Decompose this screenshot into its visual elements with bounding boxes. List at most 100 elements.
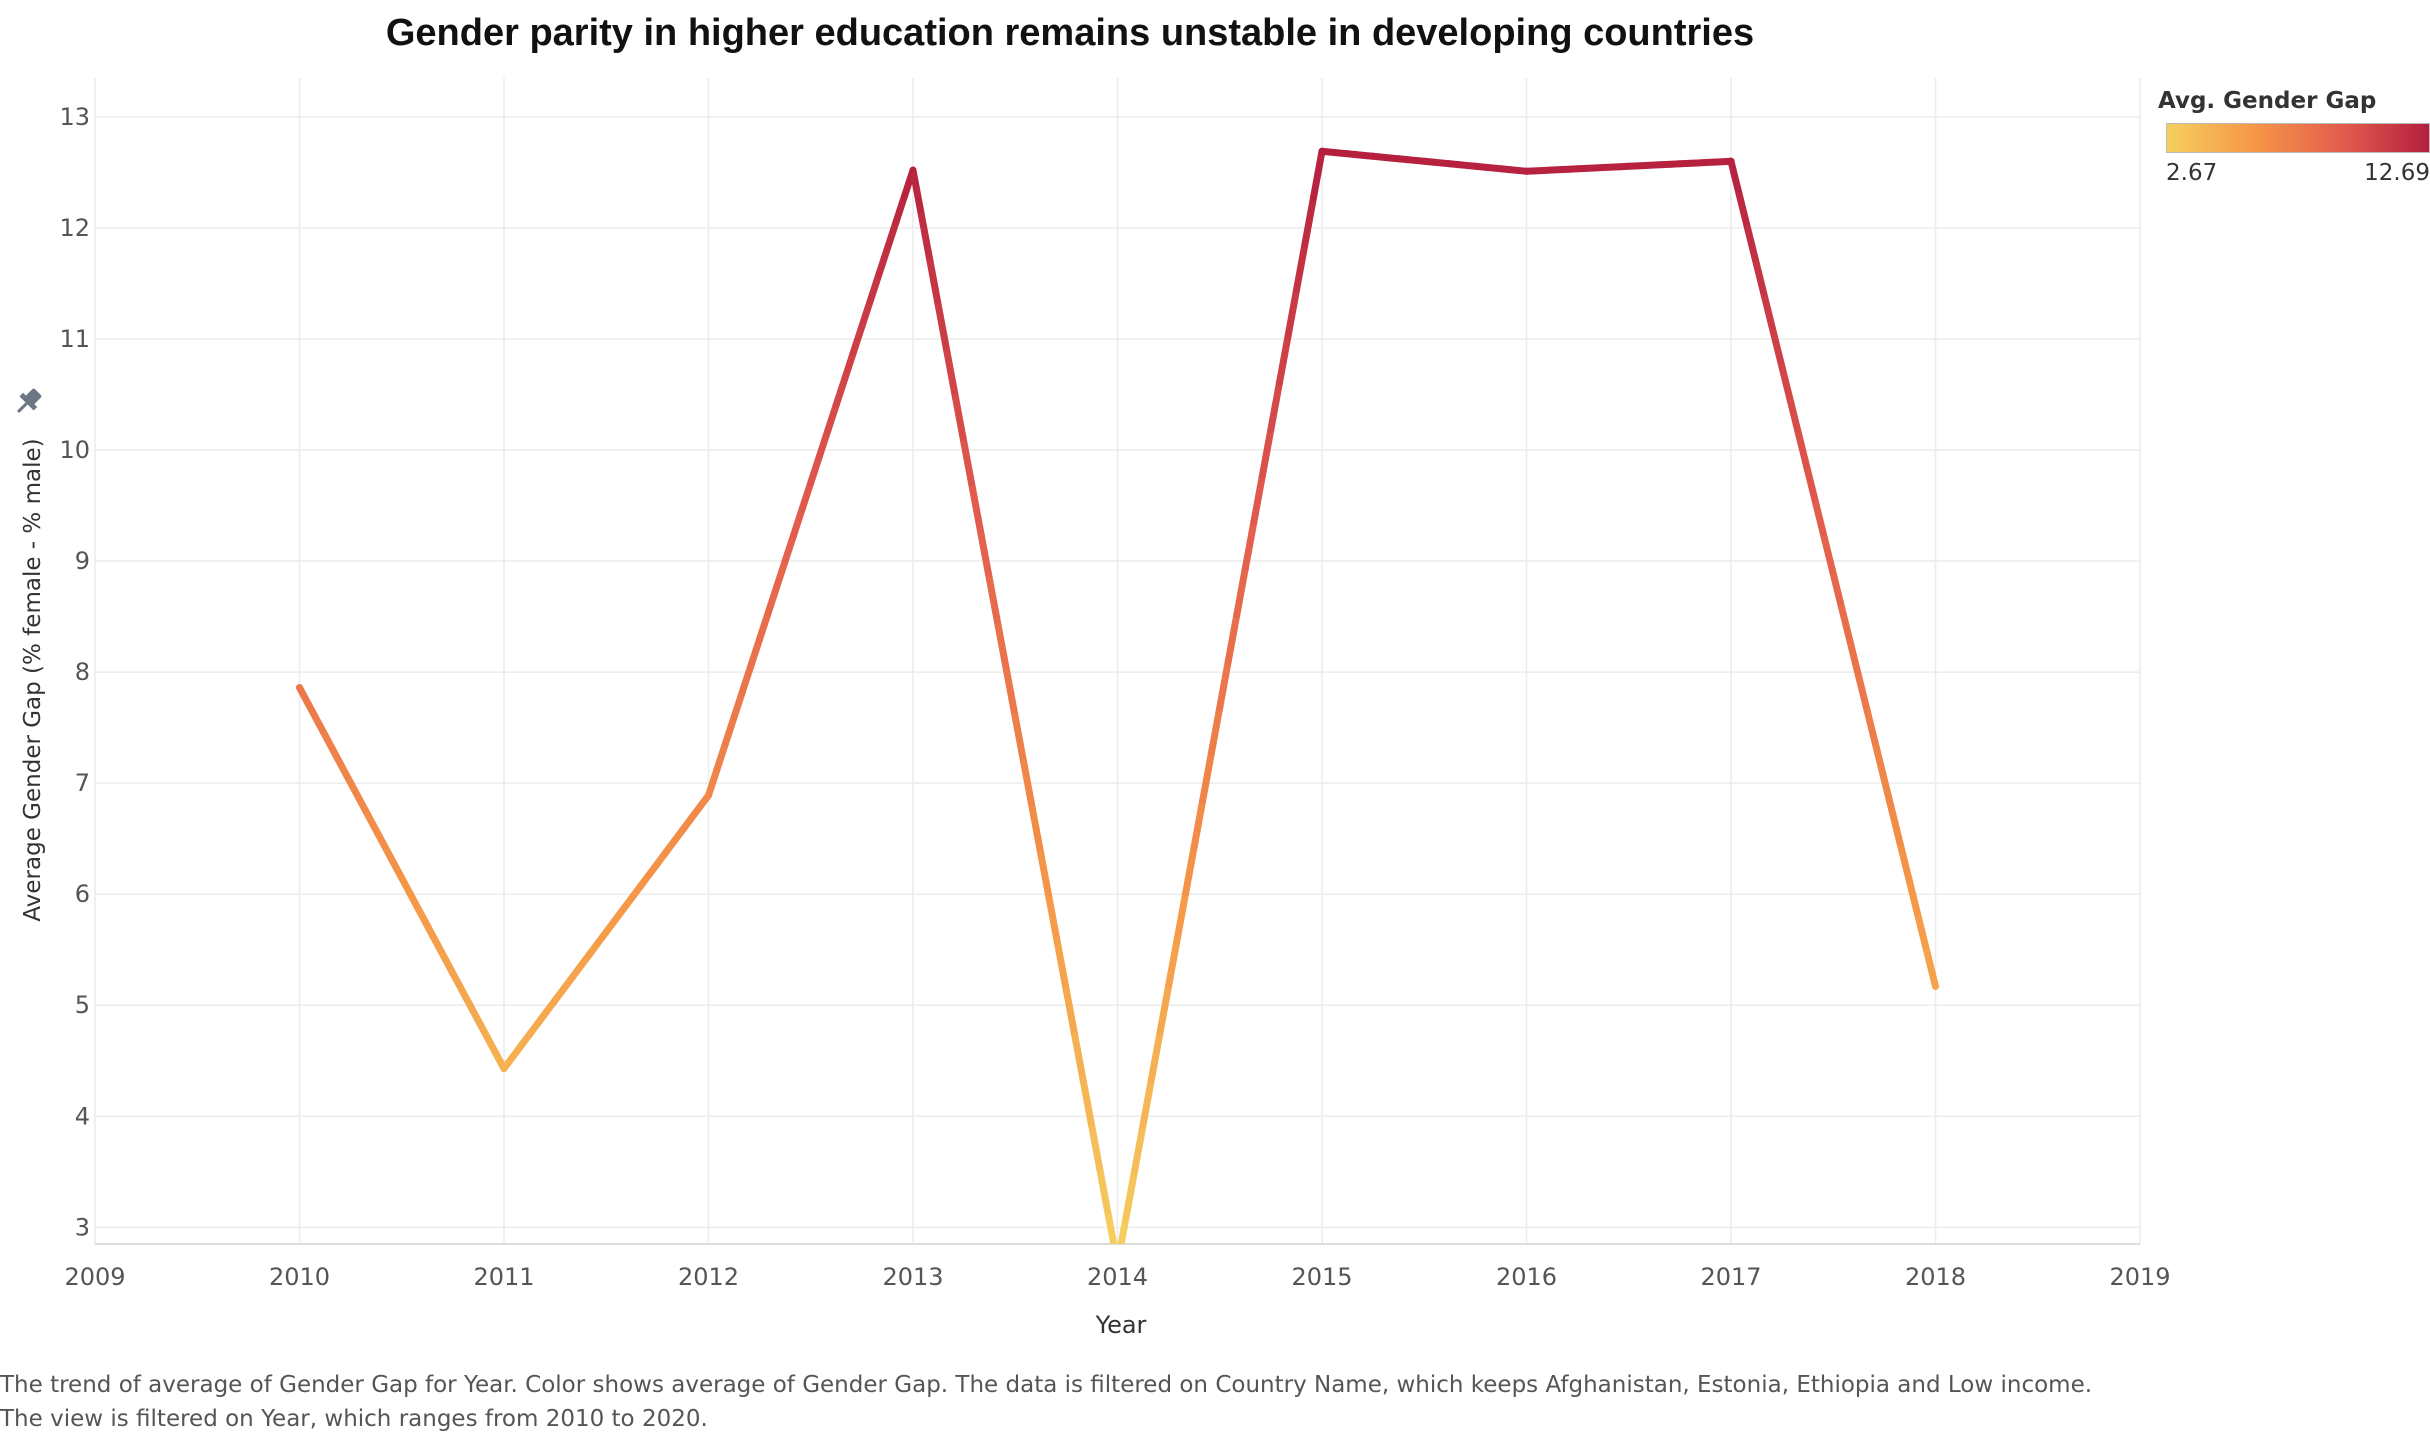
series-line-segment [1765, 299, 1774, 333]
series-line-segment [1024, 763, 1033, 809]
series-line-segment [947, 352, 956, 398]
series-line-segment [794, 509, 803, 535]
series-line-segment [853, 326, 862, 352]
series-line-segment [1135, 1125, 1144, 1171]
series-line-segment [1126, 1171, 1135, 1217]
series-line-segment [1816, 505, 1825, 539]
series-line-segment [1177, 893, 1186, 939]
x-tick-label: 2016 [1496, 1263, 1557, 1291]
series-line-segment [1893, 814, 1902, 848]
series-line-segment [1220, 661, 1229, 707]
y-tick-label: 9 [75, 547, 90, 575]
series-line-segment [922, 216, 931, 262]
x-tick-label: 2010 [269, 1263, 330, 1291]
y-tick-label: 5 [75, 991, 90, 1019]
series-line-segment [1791, 402, 1800, 436]
y-tick-label: 11 [59, 325, 90, 353]
series-line-segment [870, 274, 879, 300]
series-line-segment [1194, 800, 1203, 846]
pin-icon[interactable] [11, 385, 45, 419]
series-line-segment [828, 405, 837, 431]
series-line-segment [1262, 429, 1271, 475]
series-line-segment [956, 398, 965, 444]
series-line-segment [811, 457, 820, 483]
series-line-segment [1296, 244, 1305, 290]
series-line-segment [1901, 849, 1910, 883]
series-line-segment [896, 196, 905, 222]
series-line-segment [1203, 754, 1212, 800]
series-line-segment [1288, 290, 1297, 336]
y-tick-label: 8 [75, 658, 90, 686]
series-line-segment [785, 535, 794, 561]
x-tick-label: 2019 [2109, 1263, 2170, 1291]
series-line-segment [1109, 1218, 1118, 1264]
x-tick-label: 2017 [1700, 1263, 1761, 1291]
x-tick-label: 2018 [1905, 1263, 1966, 1291]
y-tick-label: 3 [75, 1213, 90, 1241]
series-line-segment [973, 489, 982, 535]
y-tick-label: 4 [75, 1102, 90, 1130]
series-line-segment [726, 717, 735, 743]
series-line-segment [1782, 368, 1791, 402]
series-line-segment [862, 300, 871, 326]
series-line-segment [939, 307, 948, 353]
legend-title: Avg. Gender Gap [2158, 88, 2376, 114]
x-tick-label: 2013 [882, 1263, 943, 1291]
y-tick-label: 6 [75, 880, 90, 908]
series-line-segment [1884, 780, 1893, 814]
chart-caption: The trend of average of Gender Gap for Y… [0, 1368, 2100, 1436]
series-line-segment [1237, 569, 1246, 615]
series-line-segment [1305, 198, 1314, 244]
y-tick-label: 13 [59, 103, 90, 131]
series-line-segment [1254, 476, 1263, 522]
series-line-segment [1032, 808, 1041, 854]
x-tick-label: 2012 [678, 1263, 739, 1291]
series-line-segment [1799, 436, 1808, 470]
data-point [1932, 983, 1939, 990]
x-tick-label: 2014 [1087, 1263, 1148, 1291]
color-legend-ramp [2166, 123, 2430, 153]
series-line-segment [1228, 615, 1237, 661]
series-line-segment [768, 587, 777, 613]
series-line-segment [717, 743, 726, 769]
series-line-segment [1211, 708, 1220, 754]
data-point [1523, 168, 1530, 175]
series-line-segment [819, 431, 828, 457]
y-tick-label: 12 [59, 214, 90, 242]
series-line-segment [879, 248, 888, 274]
series-line-segment [1313, 151, 1322, 197]
series-line-segment [709, 769, 718, 795]
series-line-segment [1825, 539, 1834, 573]
series-line-segment [981, 535, 990, 581]
series-line-segment [1918, 918, 1927, 952]
series-line-segment [930, 261, 939, 307]
data-point [501, 1065, 508, 1072]
series-line-segment [1049, 899, 1058, 945]
series-line-segment [1740, 196, 1749, 230]
y-axis-label: Average Gender Gap (% female - % male) [20, 438, 46, 921]
series-line-segment [1876, 746, 1885, 780]
series-line-segment [1910, 883, 1919, 917]
data-point [296, 684, 303, 691]
series-line-segment [751, 639, 760, 665]
series-line-segment [1007, 672, 1016, 718]
series-line-segment [1092, 1127, 1101, 1173]
series-line-segment [1152, 1032, 1161, 1078]
series-line-segment [1160, 986, 1169, 1032]
series-line-segment [1859, 677, 1868, 711]
data-point [1319, 148, 1326, 155]
series-line-segment [1075, 1036, 1084, 1082]
legend-max-label: 12.69 [2364, 160, 2430, 186]
x-tick-label: 2009 [64, 1263, 125, 1291]
series-line-segment [1808, 471, 1817, 505]
series-line-segment [1058, 945, 1067, 991]
series-line-segment [1118, 1218, 1127, 1264]
grid [95, 78, 2140, 1244]
series-line-segment [1041, 854, 1050, 900]
series-line-segment [998, 626, 1007, 672]
y-tick-label: 10 [59, 436, 90, 464]
series-line-segment [1271, 383, 1280, 429]
series-line-segment [1279, 337, 1288, 383]
